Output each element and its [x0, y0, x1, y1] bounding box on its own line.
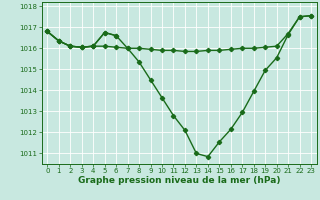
X-axis label: Graphe pression niveau de la mer (hPa): Graphe pression niveau de la mer (hPa)	[78, 176, 280, 185]
